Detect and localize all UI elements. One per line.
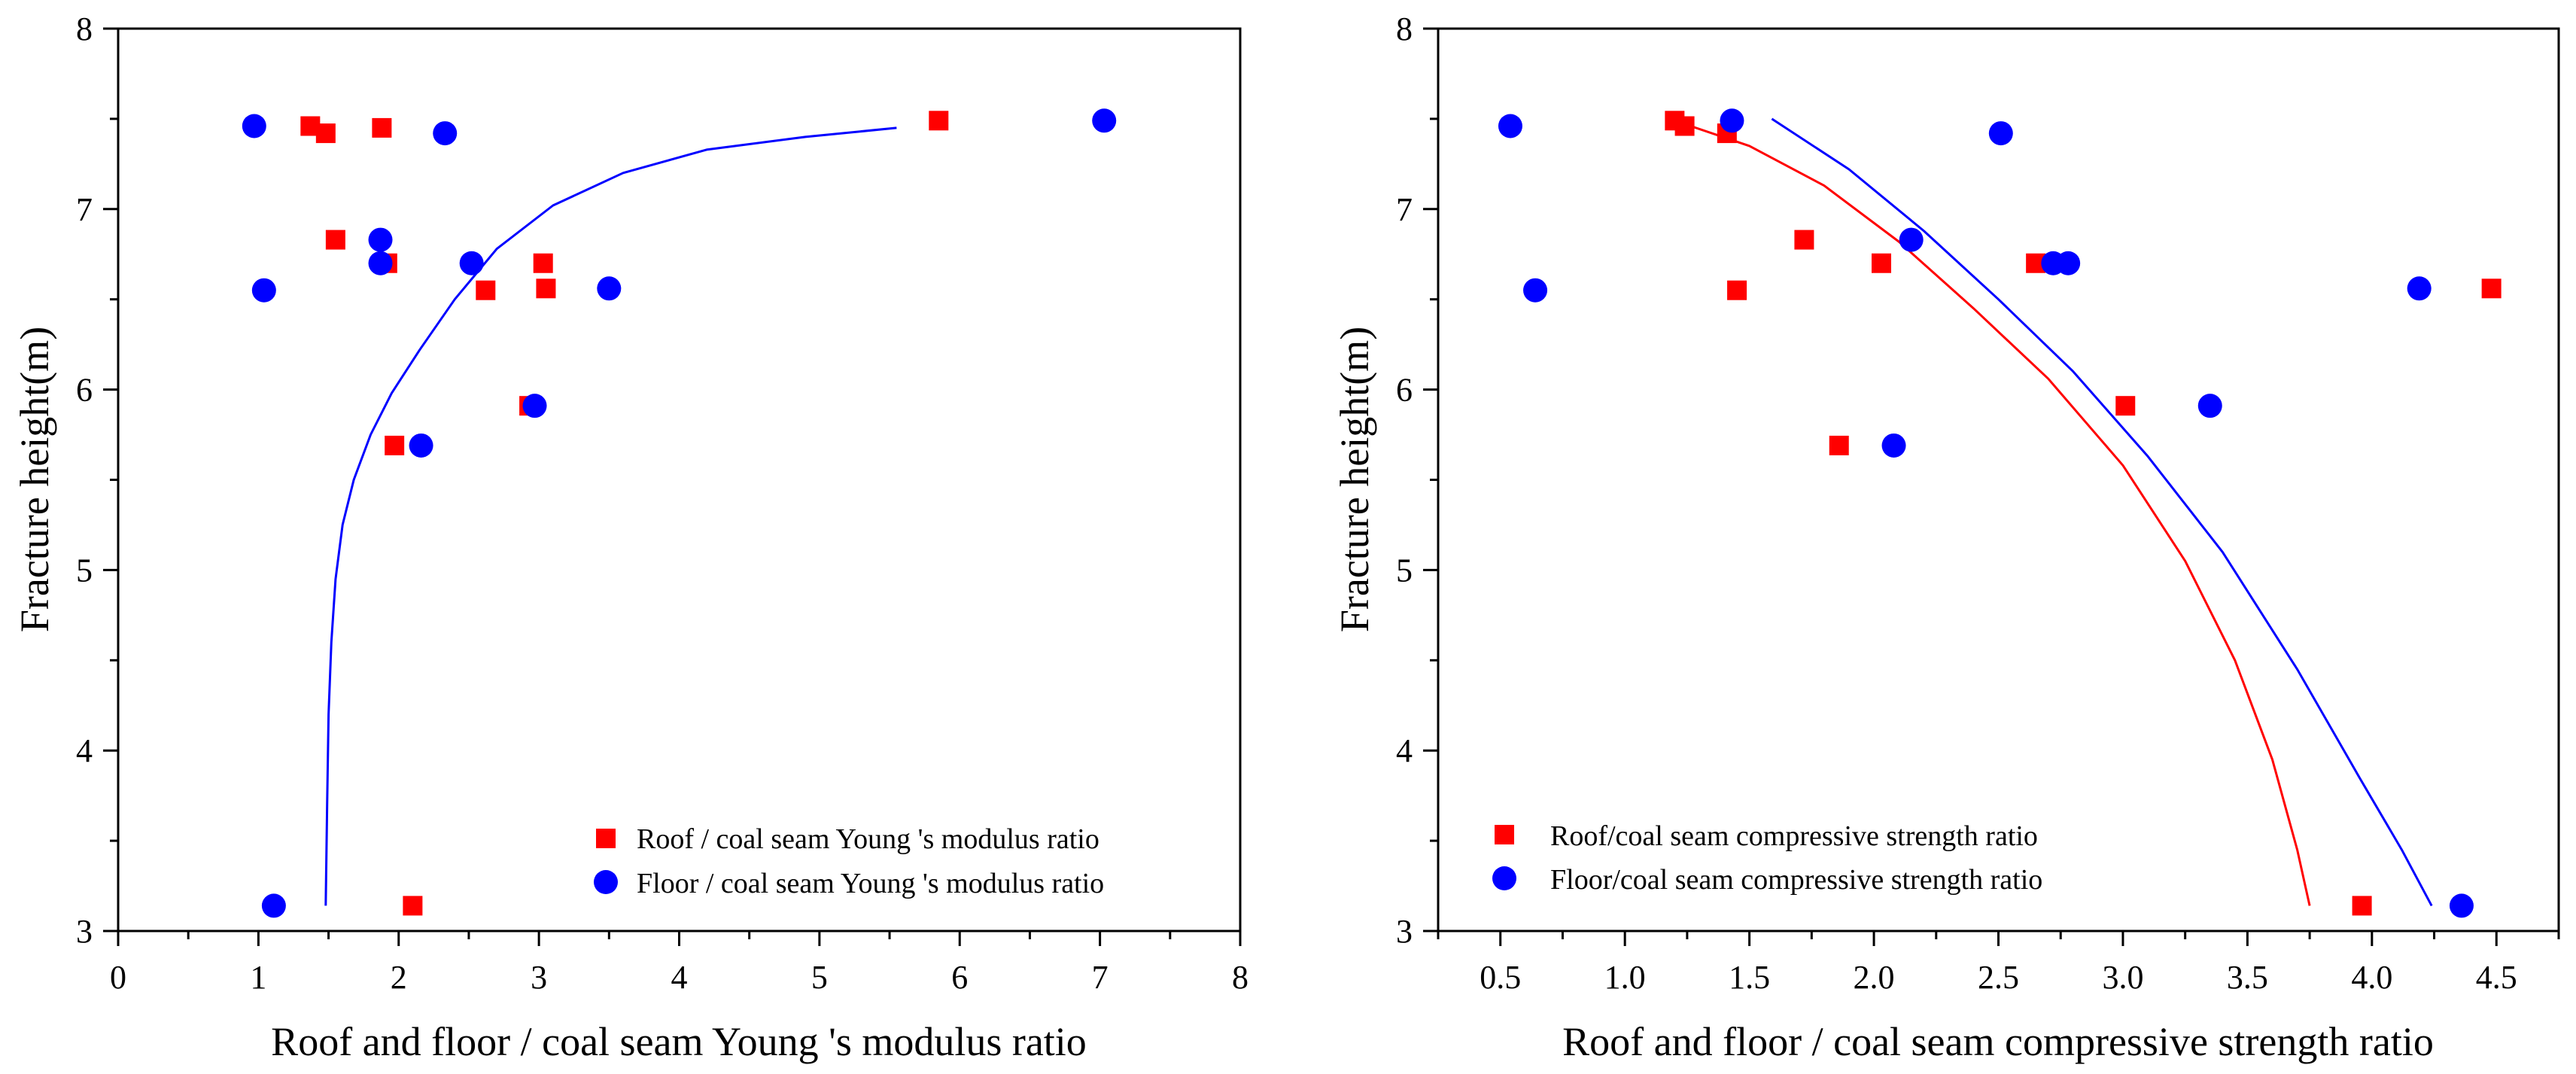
plot-frame [117, 27, 1242, 933]
x-tick-label: 0.5 [1480, 959, 1521, 996]
y-tick-label: 5 [76, 552, 93, 589]
y-tick-label: 3 [1396, 913, 1413, 950]
legend-label-roof: Roof / coal seam Young 's modulus ratio [637, 823, 1099, 855]
x-tick-label: 7 [1092, 959, 1109, 996]
floor-data-point [1720, 108, 1744, 133]
y-tick-label: 5 [1396, 552, 1413, 589]
x-tick-label: 3.5 [2227, 959, 2268, 996]
legend: Roof/coal seam compressive strength rati… [1492, 820, 2042, 896]
y-tick-label: 4 [1396, 732, 1413, 769]
roof-data-point [2115, 396, 2136, 416]
x-tick-label: 1 [250, 959, 266, 996]
roof-data-point [1727, 280, 1747, 300]
floor-data-point [2056, 251, 2081, 275]
y-tick-label: 6 [1396, 372, 1413, 409]
chart-compressive-strength: 0.5 1.0 1.5 2.0 2.5 3.0 3.5 4.0 4.5 3 4 5 6 7 8 Roof … [1332, 11, 2560, 1064]
fit-curve [1771, 117, 2433, 907]
roof-data-point [372, 117, 392, 138]
chart-youngs-modulus: 0 1 2 3 4 5 6 7 8 3 4 5 6 7 8 Roof and floor / coal s… [12, 11, 1248, 1064]
floor-data-point [597, 276, 622, 301]
data-points [242, 108, 1117, 918]
y-tick-label: 8 [76, 11, 93, 47]
roof-data-point [325, 230, 345, 250]
legend-label-floor: Floor/coal seam compressive strength rat… [1550, 864, 2042, 896]
floor-data-point [2407, 276, 2432, 301]
floor-data-point [242, 114, 266, 138]
y-axis-title: Fracture height(m) [1332, 327, 1377, 632]
legend-marker-floor [1492, 866, 1516, 890]
x-ticks: 0 1 2 3 4 5 6 7 8 [110, 931, 1248, 996]
floor-data-point [522, 394, 547, 418]
y-tick-label: 8 [1396, 11, 1413, 47]
floor-data-point [1899, 227, 1924, 252]
floor-data-point [1523, 278, 1548, 303]
x-tick-label: 4 [671, 959, 688, 996]
floor-data-point [1092, 108, 1117, 133]
x-tick-label: 8 [1232, 959, 1248, 996]
roof-data-point [533, 253, 553, 273]
data-points [1498, 108, 2501, 918]
floor-data-point [368, 251, 393, 275]
y-ticks: 3 4 5 6 7 8 [76, 11, 118, 950]
roof-data-point [476, 280, 496, 300]
y-tick-label: 7 [1396, 191, 1413, 228]
roof-data-point [315, 123, 336, 144]
roof-data-point [403, 896, 423, 916]
roof-data-point [1674, 116, 1695, 136]
x-tick-label: 1.5 [1729, 959, 1770, 996]
y-tick-label: 4 [76, 732, 93, 769]
x-tick-label: 2.0 [1854, 959, 1895, 996]
x-tick-label: 1.0 [1604, 959, 1646, 996]
legend-label-roof: Roof/coal seam compressive strength rati… [1550, 820, 2038, 852]
x-tick-label: 3.0 [2102, 959, 2143, 996]
roof-data-point [1829, 435, 1849, 455]
x-tick-label: 6 [951, 959, 968, 996]
y-axis-title: Fracture height(m) [12, 327, 57, 632]
floor-data-point [409, 433, 433, 458]
roof-data-point [1871, 253, 1891, 273]
roof-data-point [929, 111, 949, 131]
roof-data-point [2481, 278, 2501, 299]
y-tick-label: 6 [76, 372, 93, 409]
x-tick-label: 4.0 [2351, 959, 2392, 996]
x-tick-label: 3 [531, 959, 547, 996]
x-tick-label: 4.5 [2476, 959, 2517, 996]
legend-marker-roof [1495, 825, 1514, 844]
floor-data-point [2197, 394, 2222, 418]
floor-data-point [1498, 114, 1522, 138]
floor-data-point [433, 121, 458, 146]
legend-label-floor: Floor / coal seam Young 's modulus ratio [637, 868, 1104, 899]
floor-data-point [1988, 121, 2013, 146]
fit-curves [1674, 117, 2433, 907]
y-tick-label: 3 [76, 913, 93, 950]
floor-data-point [261, 893, 286, 918]
x-tick-label: 5 [811, 959, 828, 996]
fit-curves [324, 126, 897, 906]
roof-data-point [2352, 896, 2372, 916]
y-tick-label: 7 [76, 191, 93, 228]
x-axis-title: Roof and floor / coal seam Young 's modu… [271, 1019, 1087, 1064]
x-axis-title: Roof and floor / coal seam compressive s… [1562, 1019, 2434, 1064]
x-ticks: 0.5 1.0 1.5 2.0 2.5 3.0 3.5 4.0 4.5 [1437, 931, 2560, 996]
floor-data-point [2449, 893, 2474, 918]
y-ticks: 3 4 5 6 7 8 [1396, 11, 1438, 950]
x-tick-label: 2.5 [1978, 959, 2019, 996]
x-tick-label: 2 [391, 959, 407, 996]
plot-frame [1437, 27, 2560, 933]
floor-data-point [251, 278, 276, 303]
floor-data-point [1881, 433, 1906, 458]
floor-data-point [459, 251, 484, 275]
floor-data-point [368, 227, 393, 252]
x-tick-label: 0 [110, 959, 126, 996]
roof-data-point [1794, 230, 1814, 250]
legend-marker-floor [594, 870, 618, 894]
fit-curve [1674, 119, 2311, 906]
legend: Roof / coal seam Young 's modulus ratio … [594, 823, 1104, 899]
roof-data-point [536, 278, 556, 299]
roof-data-point [385, 435, 405, 455]
fit-curve [324, 126, 897, 906]
legend-marker-roof [596, 829, 616, 848]
